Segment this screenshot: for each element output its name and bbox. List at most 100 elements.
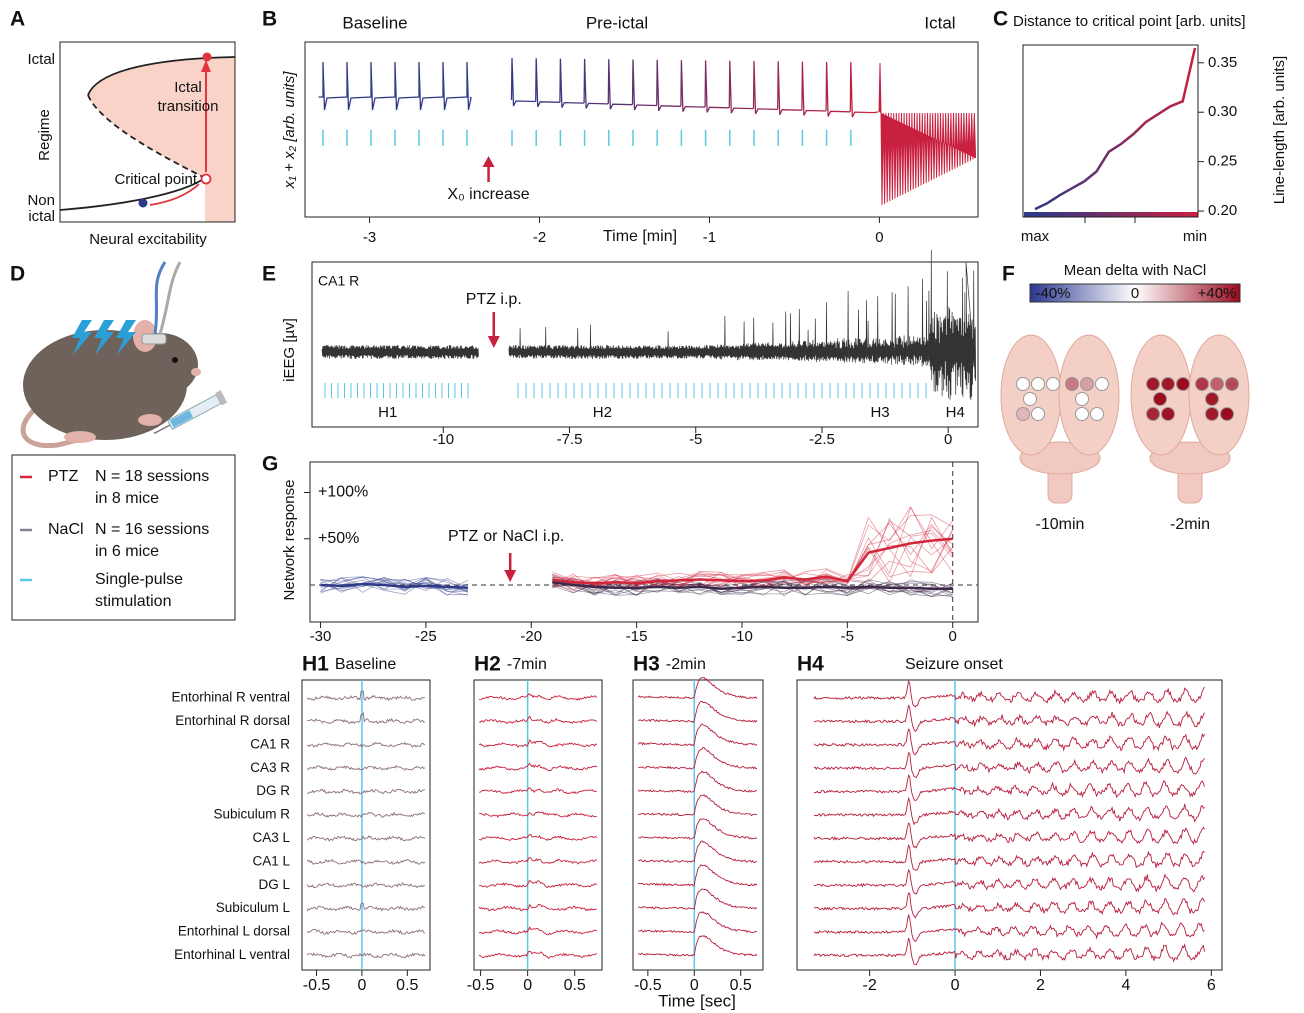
trace [814,845,1205,870]
legend-text: stimulation [95,593,171,610]
annotation: i.p. [543,528,564,545]
electrode [1162,408,1175,421]
x-tick-label: -2 [862,977,876,994]
channel-label: DG R [256,783,290,798]
electrode [1032,408,1045,421]
electrode [1162,378,1175,391]
label: Critical point [114,171,197,188]
trace [638,678,757,699]
plot-frame [474,680,602,970]
trace [814,705,1205,731]
marker-label: H4 [946,404,965,421]
model-trace [879,63,976,205]
label: Neural excitability [89,231,207,248]
y-tick-label: 0.35 [1208,54,1237,71]
label: CA1 R [318,273,359,289]
trace [479,904,597,910]
electrode [1081,378,1094,391]
x-tick-label: -10 [731,628,753,645]
x-tick-label: 0 [875,229,883,246]
trace [814,915,1205,942]
label: Regime [36,109,53,161]
label: X₀ increase [447,186,529,203]
channel-label: Entorhinal R dorsal [175,713,290,728]
label: Line-length [arb. units] [1271,56,1288,204]
trace [638,819,757,839]
x-tick-label: 0 [357,977,366,994]
phase-label: Baseline [342,13,407,32]
x-tick-label: 0 [951,977,960,994]
panel-label: A [10,8,25,31]
region [88,57,235,222]
legend-text: N = 18 sessions [95,468,209,485]
channel-label: Entorhinal L ventral [174,947,290,962]
electrode [1091,408,1104,421]
marker-label: H3 [870,404,889,421]
x-tick-label: 0.5 [564,977,586,994]
x-tick-label: -20 [520,628,542,645]
electrode [1076,408,1089,421]
x-tick-label: 4 [1121,977,1130,994]
colorbar-label: +40% [1198,285,1237,302]
x-tick-label: -2 [533,229,546,246]
arrow-head [488,336,500,348]
legend-text: in 8 mice [95,490,159,507]
trace [307,691,425,700]
trace [814,729,1205,755]
arrow-head [504,570,516,582]
panel-label: D [10,263,25,286]
electrode [1206,408,1219,421]
x-tick-label: -5 [689,431,702,448]
x-tick-label: min [1183,228,1207,245]
electrode [1226,378,1239,391]
y-tick-label: +50% [318,530,359,547]
label: Time [min] [603,228,677,245]
x-tick-label: 0 [944,431,952,448]
channel-label: Entorhinal R ventral [171,690,290,705]
ieeg-trace [322,345,478,359]
x-tick-label: 2 [1036,977,1045,994]
x-tick-label: -1 [703,229,716,246]
arrow-head [483,156,495,167]
colorbar-label: -40% [1035,285,1070,302]
ictal-point [203,53,212,62]
trace [479,951,597,958]
annotation: or [483,528,498,545]
channel-label: Subiculum R [213,807,290,822]
model-trace [512,58,879,117]
trace [638,936,757,956]
trace [814,681,1205,707]
trace [307,789,425,794]
trace [307,743,425,748]
x-tick-label: 0 [949,628,957,645]
label: Mean delta with NaCl [1064,262,1207,279]
legend-text: in 6 mice [95,543,159,560]
panel-label: C [993,8,1008,31]
electrode [1017,408,1030,421]
electrode [1076,393,1089,406]
label: transition [158,98,219,115]
electrode [1017,378,1030,391]
annotation: NaCl [502,528,538,545]
start-point [139,199,148,208]
x-tick-label: -0.5 [303,977,331,994]
mouse-illustration [23,262,227,446]
x-tick-label: -5 [841,628,854,645]
legend-text: Single-pulse [95,571,183,588]
trace [638,795,757,816]
x-tick-label: -10 [432,431,454,448]
x-tick-label: -0.5 [467,977,495,994]
trace [479,694,597,700]
panel-label: F [1002,263,1015,286]
label: Non [27,192,55,209]
trace [307,766,425,770]
electrode [1047,378,1060,391]
x-tick-label: 0 [523,977,532,994]
legend-label: NaCl [48,521,84,538]
panel-label: G [262,453,278,476]
channel-label: Entorhinal L dorsal [178,924,290,939]
label: Ictal [27,51,55,68]
channel-label: CA1 L [252,853,290,868]
trace [638,865,757,886]
critical-point [202,175,211,184]
